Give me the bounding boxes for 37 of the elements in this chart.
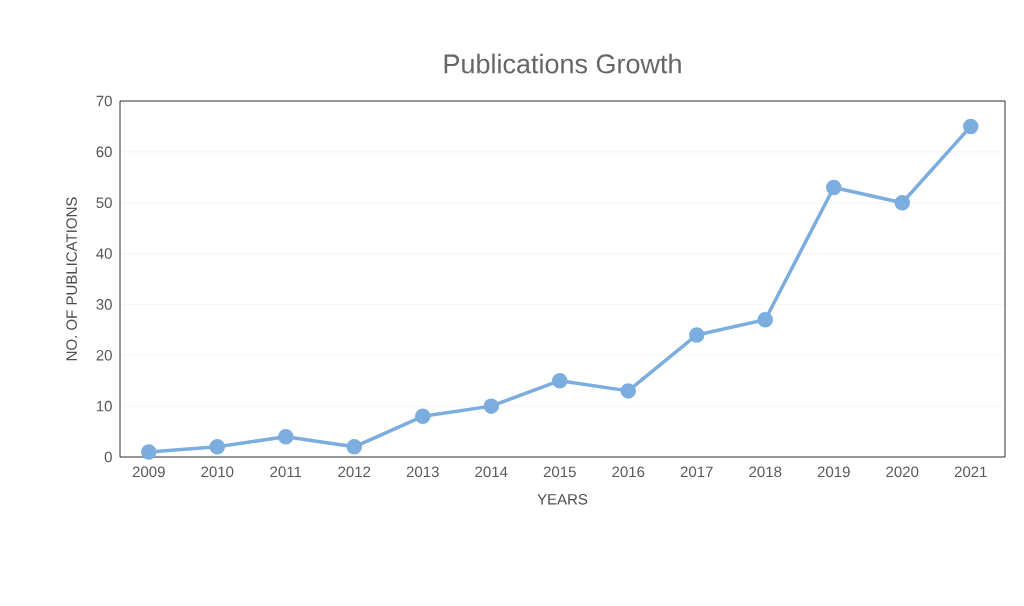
x-tick-label: 2015 — [543, 466, 576, 478]
point — [689, 327, 705, 343]
x-tick-label: 2010 — [201, 466, 234, 478]
x-tick-label: 2012 — [338, 466, 371, 478]
x-tick-label: 2019 — [817, 466, 850, 478]
point — [757, 311, 774, 328]
x-tick-label: 2021 — [954, 466, 987, 478]
point — [963, 118, 979, 135]
point — [346, 439, 363, 455]
x-tick-label: 2009 — [132, 466, 165, 478]
point — [141, 444, 157, 460]
x-tick-label: 2014 — [475, 466, 508, 478]
y-tick-label: 30 — [96, 299, 112, 310]
x-tick-label: 2018 — [749, 466, 782, 478]
y-tick-label: 50 — [96, 197, 112, 209]
y-tick-label: 10 — [96, 400, 112, 412]
point — [826, 179, 842, 196]
x-tick-label: 2017 — [680, 466, 713, 478]
point — [894, 194, 911, 211]
x-tick-label: 2016 — [612, 466, 645, 478]
chart-title: Publications Growth — [444, 53, 681, 74]
point — [483, 398, 500, 414]
point — [620, 383, 637, 399]
y-tick-label: 20 — [96, 349, 112, 361]
y-tick-label: 0 — [104, 451, 112, 463]
point — [415, 408, 431, 425]
x-tick-label: 2013 — [406, 466, 439, 478]
point — [552, 372, 568, 389]
y-axis-title: NO. OF PUBLICATIONS — [66, 197, 77, 361]
x-tick-label: 2011 — [270, 466, 302, 478]
x-axis-title: YEARS — [537, 494, 588, 505]
y-tick-label: 70 — [96, 95, 112, 107]
y-tick-label: 40 — [96, 248, 112, 259]
point — [209, 439, 226, 455]
y-tick-label: 60 — [96, 146, 112, 158]
x-tick-label: 2020 — [886, 466, 919, 478]
point — [278, 428, 294, 445]
